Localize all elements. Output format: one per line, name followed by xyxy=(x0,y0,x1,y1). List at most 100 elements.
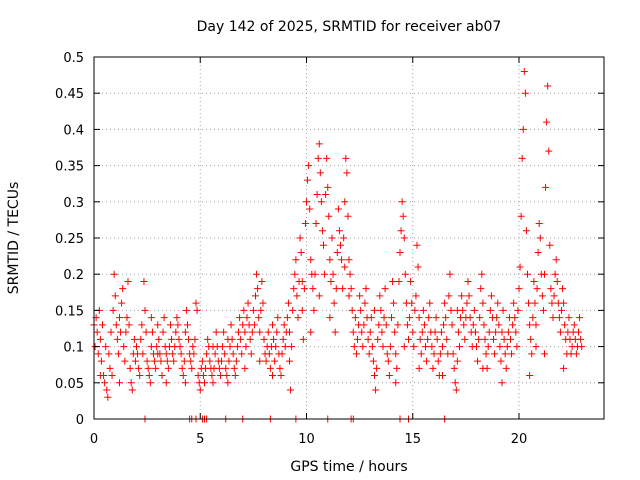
data-point xyxy=(313,191,321,199)
data-point xyxy=(286,328,293,336)
data-point xyxy=(538,292,546,300)
data-point xyxy=(433,335,441,343)
data-point xyxy=(311,270,319,278)
data-point xyxy=(524,270,531,278)
data-point xyxy=(535,220,543,228)
data-point xyxy=(497,357,505,365)
data-point xyxy=(224,335,232,343)
data-point xyxy=(549,314,557,322)
data-point xyxy=(139,350,147,358)
y-tick-label: 0 xyxy=(76,413,84,428)
data-point xyxy=(137,335,145,343)
data-point xyxy=(504,328,512,336)
data-point xyxy=(396,248,404,256)
data-point xyxy=(375,321,383,329)
data-point xyxy=(198,357,206,365)
data-point xyxy=(391,328,399,336)
x-tick-label: 5 xyxy=(196,432,204,447)
data-point xyxy=(327,277,335,285)
data-point xyxy=(464,277,472,285)
data-point xyxy=(356,292,364,300)
data-point xyxy=(398,198,406,206)
data-point xyxy=(379,343,387,351)
data-point xyxy=(286,357,293,365)
data-point xyxy=(423,357,431,365)
data-point xyxy=(244,299,252,307)
data-point xyxy=(440,321,448,329)
data-point xyxy=(260,335,268,343)
data-point xyxy=(453,357,461,365)
data-point xyxy=(147,314,155,322)
data-point xyxy=(180,357,188,365)
data-point xyxy=(534,248,542,256)
data-point xyxy=(492,328,500,336)
data-point xyxy=(181,379,189,387)
data-point xyxy=(321,270,329,278)
data-point xyxy=(529,314,537,322)
data-point xyxy=(507,335,514,343)
data-point xyxy=(547,285,555,293)
data-point xyxy=(542,183,550,191)
data-point xyxy=(199,372,207,380)
data-point xyxy=(215,364,223,372)
data-point xyxy=(288,343,296,351)
data-point xyxy=(262,357,270,365)
data-point xyxy=(276,364,284,372)
data-point xyxy=(369,357,377,365)
data-point xyxy=(110,270,118,278)
data-point xyxy=(118,299,126,307)
data-point xyxy=(454,328,462,336)
data-point xyxy=(216,372,224,380)
data-point xyxy=(476,314,484,322)
data-point xyxy=(354,335,361,343)
data-point xyxy=(211,350,219,358)
data-point xyxy=(193,306,201,314)
data-point xyxy=(320,241,327,249)
data-point xyxy=(252,292,259,300)
data-point xyxy=(545,147,553,155)
data-point xyxy=(528,350,536,358)
data-point xyxy=(520,67,528,75)
data-point xyxy=(332,285,340,293)
data-point xyxy=(521,89,529,97)
data-point xyxy=(518,154,526,162)
data-point xyxy=(384,357,392,365)
data-point xyxy=(270,335,278,343)
data-point xyxy=(368,343,376,351)
data-point xyxy=(187,357,195,365)
data-point xyxy=(487,292,495,300)
data-point xyxy=(498,328,506,336)
data-point xyxy=(532,343,540,351)
data-point xyxy=(555,314,563,322)
y-tick-label: 0.25 xyxy=(55,232,84,247)
data-point xyxy=(385,372,393,380)
data-point xyxy=(565,314,573,322)
data-point xyxy=(415,314,423,322)
data-point xyxy=(430,350,438,358)
data-point xyxy=(107,328,115,336)
y-tick-label: 0.1 xyxy=(63,341,84,356)
data-point xyxy=(185,335,193,343)
data-point xyxy=(570,321,578,329)
data-point xyxy=(460,321,468,329)
data-point xyxy=(182,306,190,314)
data-point xyxy=(160,314,168,322)
y-axis-label: SRMTID / TECUs xyxy=(6,182,22,295)
data-point xyxy=(255,314,263,322)
data-point xyxy=(383,350,391,358)
data-point xyxy=(544,82,552,90)
y-tick-label: 0.4 xyxy=(63,123,84,138)
data-point xyxy=(237,335,245,343)
data-point xyxy=(517,212,525,220)
data-point xyxy=(341,198,349,206)
data-point xyxy=(578,343,586,351)
data-point xyxy=(469,321,477,329)
data-point xyxy=(125,321,133,329)
data-point xyxy=(184,321,191,329)
data-point xyxy=(486,306,494,314)
data-point xyxy=(223,372,231,380)
data-point xyxy=(220,328,228,336)
data-point xyxy=(142,328,150,336)
data-point xyxy=(222,364,230,372)
data-point xyxy=(365,350,373,358)
